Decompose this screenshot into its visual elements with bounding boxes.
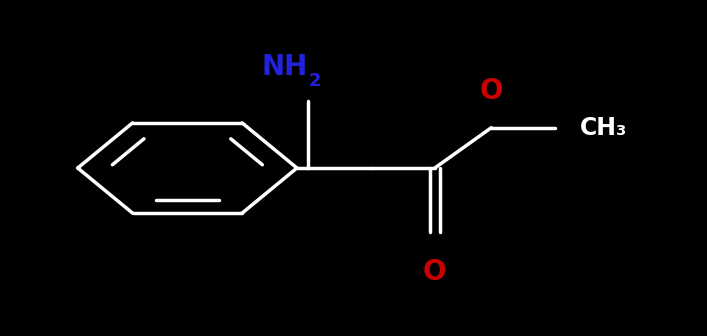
Text: O: O	[423, 258, 447, 286]
Text: CH₃: CH₃	[580, 116, 627, 140]
Text: 2: 2	[309, 72, 322, 90]
Text: NH: NH	[262, 53, 308, 81]
Text: O: O	[479, 77, 503, 105]
